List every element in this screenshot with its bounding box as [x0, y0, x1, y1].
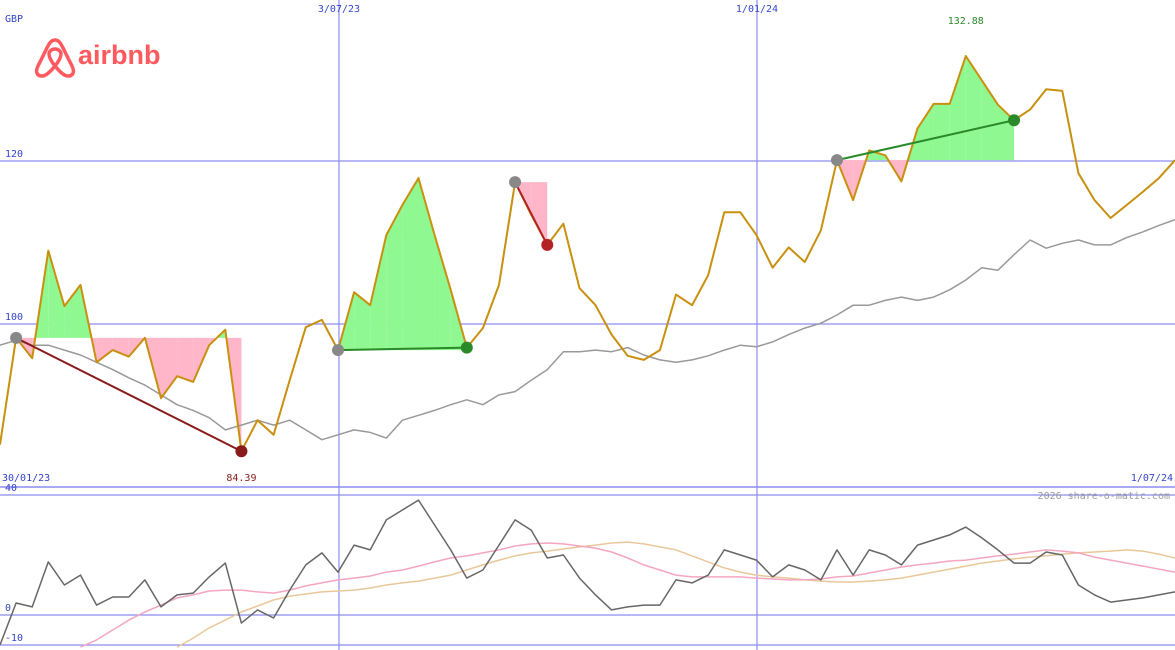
- trade-line: [337, 346, 467, 352]
- gain-area: [933, 103, 950, 161]
- gain-area: [48, 250, 65, 338]
- loss-area: [96, 337, 113, 363]
- logo: airbnb: [34, 38, 161, 78]
- series-line: [0, 499, 1175, 646]
- x-tick-label: 1/01/24: [736, 4, 778, 15]
- gain-area: [354, 292, 371, 351]
- gain-area: [917, 103, 934, 161]
- watermark: 2026 share-o-matic.com: [1038, 491, 1170, 502]
- gain-area: [434, 235, 451, 351]
- x-tick-label: 3/07/23: [318, 4, 360, 15]
- trade-line: [836, 119, 1015, 162]
- logo-text: airbnb: [78, 40, 161, 70]
- y-tick-label: 100: [5, 312, 23, 323]
- currency-label: GBP: [5, 14, 23, 25]
- trade-end: [235, 445, 248, 458]
- y-tick-label: -10: [5, 633, 23, 644]
- series-line: [0, 55, 1175, 453]
- y-tick-label: 0: [5, 603, 11, 614]
- trade-line: [15, 336, 242, 453]
- series-line: [80, 542, 1175, 648]
- trade-start: [10, 331, 23, 344]
- trade-line: [514, 181, 549, 246]
- value-label: 84.39: [226, 473, 256, 484]
- trade-start: [830, 154, 843, 167]
- trade-end: [1008, 114, 1021, 127]
- gain-area: [386, 204, 403, 351]
- gain-area: [64, 284, 81, 338]
- gain-area: [949, 55, 966, 161]
- gain-area: [402, 178, 419, 351]
- trade-end: [541, 238, 554, 251]
- y-tick-label: 40: [5, 483, 17, 494]
- value-label: 132.88: [948, 16, 984, 27]
- loss-area: [531, 182, 548, 245]
- panel: -10 0 40: [0, 483, 1175, 648]
- x-tick-label: 1/07/24: [1131, 473, 1173, 484]
- y-tick-label: 120: [5, 149, 23, 160]
- loss-area: [177, 337, 194, 382]
- loss-area: [112, 337, 129, 357]
- loss-area: [160, 337, 178, 399]
- x-tick-label: 30/01/23: [2, 473, 50, 484]
- logo-mark: [34, 38, 76, 78]
- trade-start: [509, 176, 522, 189]
- series-line: [0, 218, 1175, 441]
- trade-end: [460, 341, 473, 354]
- gain-area: [965, 55, 982, 161]
- gain-area: [370, 235, 387, 351]
- trade-start: [332, 344, 345, 357]
